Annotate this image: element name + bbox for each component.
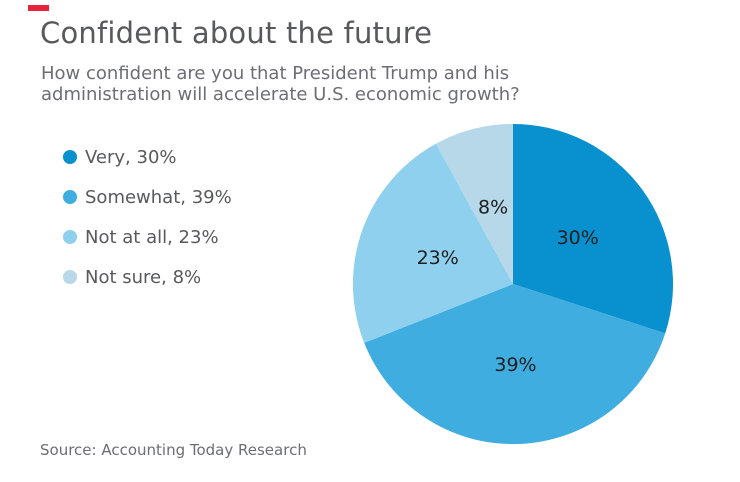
legend-label: Not sure, 8% [85,266,202,288]
legend-item-not-at-all: Not at all, 23% [63,226,232,248]
pie-slice-label-somewhat: 39% [494,354,536,376]
pie-slice-somewhat [364,284,666,445]
legend-swatch-icon [63,190,77,204]
pie-slice-not-sure [435,124,513,284]
pie-slice-not-at-all [352,143,513,343]
pie-slice-label-not-sure: 8% [478,197,508,219]
legend-swatch-icon [63,230,77,244]
page-title: Confident about the future [40,16,433,50]
legend: Very, 30% Somewhat, 39% Not at all, 23% … [63,147,232,307]
legend-label: Somewhat, 39% [85,186,232,208]
legend-swatch-icon [63,270,77,284]
legend-item-somewhat: Somewhat, 39% [63,186,232,208]
legend-item-not-sure: Not sure, 8% [63,266,232,288]
pie-slice-label-not-at-all: 23% [417,247,459,269]
pie-slice-label-very: 30% [557,227,599,249]
legend-label: Very, 30% [85,146,177,168]
accent-dash [28,5,49,11]
chart-subtitle-line2: administration will accelerate U.S. econ… [41,84,520,105]
legend-item-very: Very, 30% [63,146,232,168]
source-note: Source: Accounting Today Research [40,441,307,459]
legend-label: Not at all, 23% [85,226,219,248]
chart-subtitle-line1: How confident are you that President Tru… [41,63,510,84]
chart-subtitle: How confident are you that President Tru… [41,63,520,105]
pie-slice-very [513,124,674,334]
legend-swatch-icon [63,150,77,164]
